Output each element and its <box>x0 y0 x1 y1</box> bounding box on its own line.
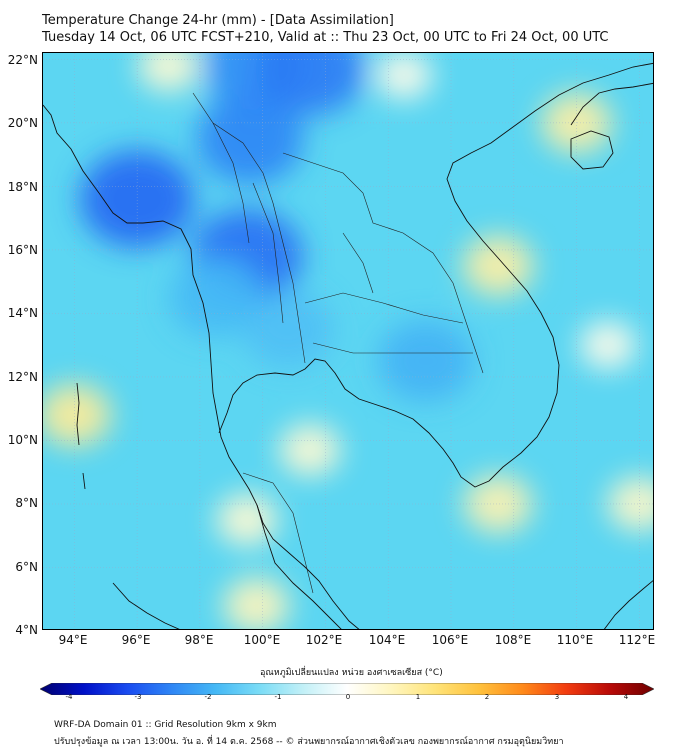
colorbar <box>39 680 655 696</box>
lat-label-18: 18°N <box>7 180 38 194</box>
west-coastline <box>43 104 360 629</box>
cooling-area <box>79 150 195 248</box>
lon-label-110: 110°E <box>556 633 594 647</box>
temperature-change-map <box>42 52 654 630</box>
border-province-north <box>212 122 250 244</box>
cooling-area <box>242 290 333 368</box>
lat-label-14: 14°N <box>7 306 38 320</box>
colorbar-tick: 1 <box>415 693 421 701</box>
map-background <box>43 53 653 629</box>
cooling-area <box>196 93 304 185</box>
borneo-coast <box>603 580 653 629</box>
lon-label-98: 98°E <box>184 633 214 647</box>
lon-label-106: 106°E <box>431 633 469 647</box>
footer-model-info: WRF-DA Domain 01 :: Grid Resolution 9km … <box>54 720 277 730</box>
warming-area <box>137 53 200 92</box>
colorbar-tick: 0 <box>345 693 351 701</box>
sumatra-coast <box>112 582 180 629</box>
cooling-area <box>378 320 474 402</box>
warming-area <box>462 235 534 297</box>
lon-label-96: 96°E <box>121 633 151 647</box>
map-title: Temperature Change 24-hr (mm) - [Data As… <box>42 12 609 46</box>
peninsula-coast <box>256 504 342 629</box>
colorbar-tick: 2 <box>484 693 490 701</box>
nicobar-islands <box>82 472 86 490</box>
border-south <box>242 472 314 594</box>
lat-label-8: 8°N <box>15 496 38 510</box>
title-line-1: Temperature Change 24-hr (mm) - [Data As… <box>42 13 394 28</box>
footer-credit: ปรับปรุงข้อมูล ณ เวลา 13:00น. วัน อ. ที่… <box>54 737 564 747</box>
lat-label-20: 20°N <box>7 116 38 130</box>
andaman-islands <box>76 382 80 446</box>
warming-area <box>223 577 290 629</box>
lat-label-10: 10°N <box>7 433 38 447</box>
lat-label-4: 4°N <box>15 623 38 637</box>
colorbar-tick: 3 <box>554 693 560 701</box>
lat-label-6: 6°N <box>15 560 38 574</box>
cooling-area <box>169 258 263 337</box>
border-cambodia <box>312 342 473 354</box>
colorbar-tick: -2 <box>204 693 212 701</box>
border-laos <box>282 152 484 374</box>
lon-label-108: 108°E <box>494 633 532 647</box>
colorbar-tick: -4 <box>65 693 73 701</box>
colorbar-title: อุณหภูมิเปลี่ยนแปลง หน่วย องศาเซลเซียส (… <box>260 668 443 678</box>
warming-area <box>278 423 341 477</box>
colorbar-tick: -1 <box>274 693 282 701</box>
province-borders <box>192 92 484 594</box>
lon-label-102: 102°E <box>305 633 343 647</box>
warming-area <box>216 493 278 547</box>
hainan-island <box>570 130 614 170</box>
border-isan <box>304 292 464 324</box>
border-myanmar-thailand <box>192 92 306 364</box>
warming-area <box>375 53 433 100</box>
lat-label-12: 12°N <box>7 370 38 384</box>
warming-area <box>607 476 653 532</box>
title-line-2: Tuesday 14 Oct, 06 UTC FCST+210, Valid a… <box>42 30 609 45</box>
warming-area <box>579 321 637 370</box>
temperature-field <box>43 53 653 629</box>
lon-label-100: 100°E <box>243 633 281 647</box>
border-province-isan <box>342 232 374 294</box>
border-province-mid <box>252 182 284 324</box>
lat-label-16: 16°N <box>7 243 38 257</box>
map-canvas <box>43 53 653 629</box>
lon-label-94: 94°E <box>58 633 88 647</box>
graticule <box>43 53 653 629</box>
lon-label-104: 104°E <box>368 633 406 647</box>
south-china-coast <box>570 82 653 126</box>
colorbar-tick: 4 <box>623 693 629 701</box>
lon-label-112: 112°E <box>618 633 656 647</box>
east-coastline <box>218 62 653 488</box>
warming-area <box>463 474 533 534</box>
lat-label-22: 22°N <box>7 53 38 67</box>
coastlines-and-borders <box>43 62 653 629</box>
cooling-area <box>254 53 365 116</box>
warming-area <box>43 383 112 447</box>
colorbar-tick: -3 <box>134 693 142 701</box>
